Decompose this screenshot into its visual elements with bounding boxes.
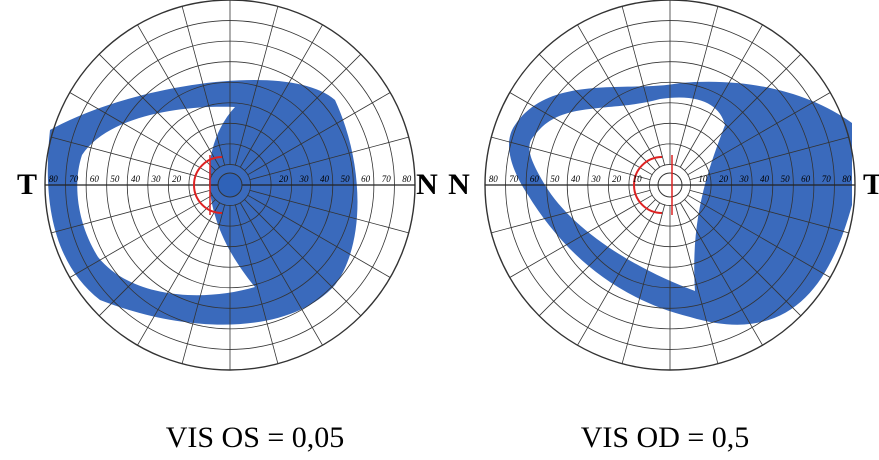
fixation-center — [218, 173, 242, 197]
left-field: 80 70 60 50 40 30 20 20 30 40 50 60 70 80 — [45, 0, 415, 370]
scale-label: 30 — [299, 174, 310, 184]
scale-label: 10 — [698, 174, 708, 184]
scale-label: 40 — [760, 174, 770, 184]
scale-label: 50 — [550, 174, 560, 184]
scale-label: 30 — [591, 174, 602, 184]
scale-label: 20 — [172, 174, 182, 184]
scale-label: 80 — [49, 174, 59, 184]
side-marker: N — [448, 168, 470, 201]
page: 80 70 60 50 40 30 20 20 30 40 50 60 70 80 80 70 60 50 40 3… — [0, 0, 879, 460]
scale-label: 70 — [69, 174, 79, 184]
side-marker: T — [17, 168, 37, 201]
right-field: 80 70 60 50 40 30 20 10 10 20 30 40 50 60 70 80 — [485, 0, 855, 370]
visual-acuity: VIS OD = 0,5 — [581, 421, 750, 454]
side-marker: N — [416, 168, 438, 201]
scale-label: 60 — [530, 174, 540, 184]
scale-label: 70 — [509, 174, 519, 184]
scale-label: 50 — [781, 174, 791, 184]
visual-acuity: VIS OS = 0,05 — [166, 421, 345, 454]
scale-label: 10 — [633, 174, 643, 184]
scale-label: 50 — [110, 174, 120, 184]
scale-label: 50 — [341, 174, 351, 184]
scale-label: 40 — [571, 174, 581, 184]
scale-label: 60 — [361, 174, 371, 184]
grid-spoke — [70, 195, 213, 277]
scale-label: 40 — [131, 174, 141, 184]
scale-label: 20 — [612, 174, 622, 184]
scale-label: 80 — [402, 174, 412, 184]
scale-label: 40 — [320, 174, 330, 184]
scale-label: 30 — [151, 174, 162, 184]
scale-label: 20 — [719, 174, 729, 184]
scale-label: 30 — [739, 174, 750, 184]
scale-label: 60 — [801, 174, 811, 184]
scale-label: 20 — [279, 174, 289, 184]
scale-label: 80 — [489, 174, 499, 184]
scale-label: 60 — [90, 174, 100, 184]
scale-label: 70 — [382, 174, 392, 184]
side-marker: T — [863, 168, 879, 201]
scale-label: 80 — [842, 174, 852, 184]
scale-label: 70 — [822, 174, 832, 184]
grid-spoke — [182, 205, 225, 364]
